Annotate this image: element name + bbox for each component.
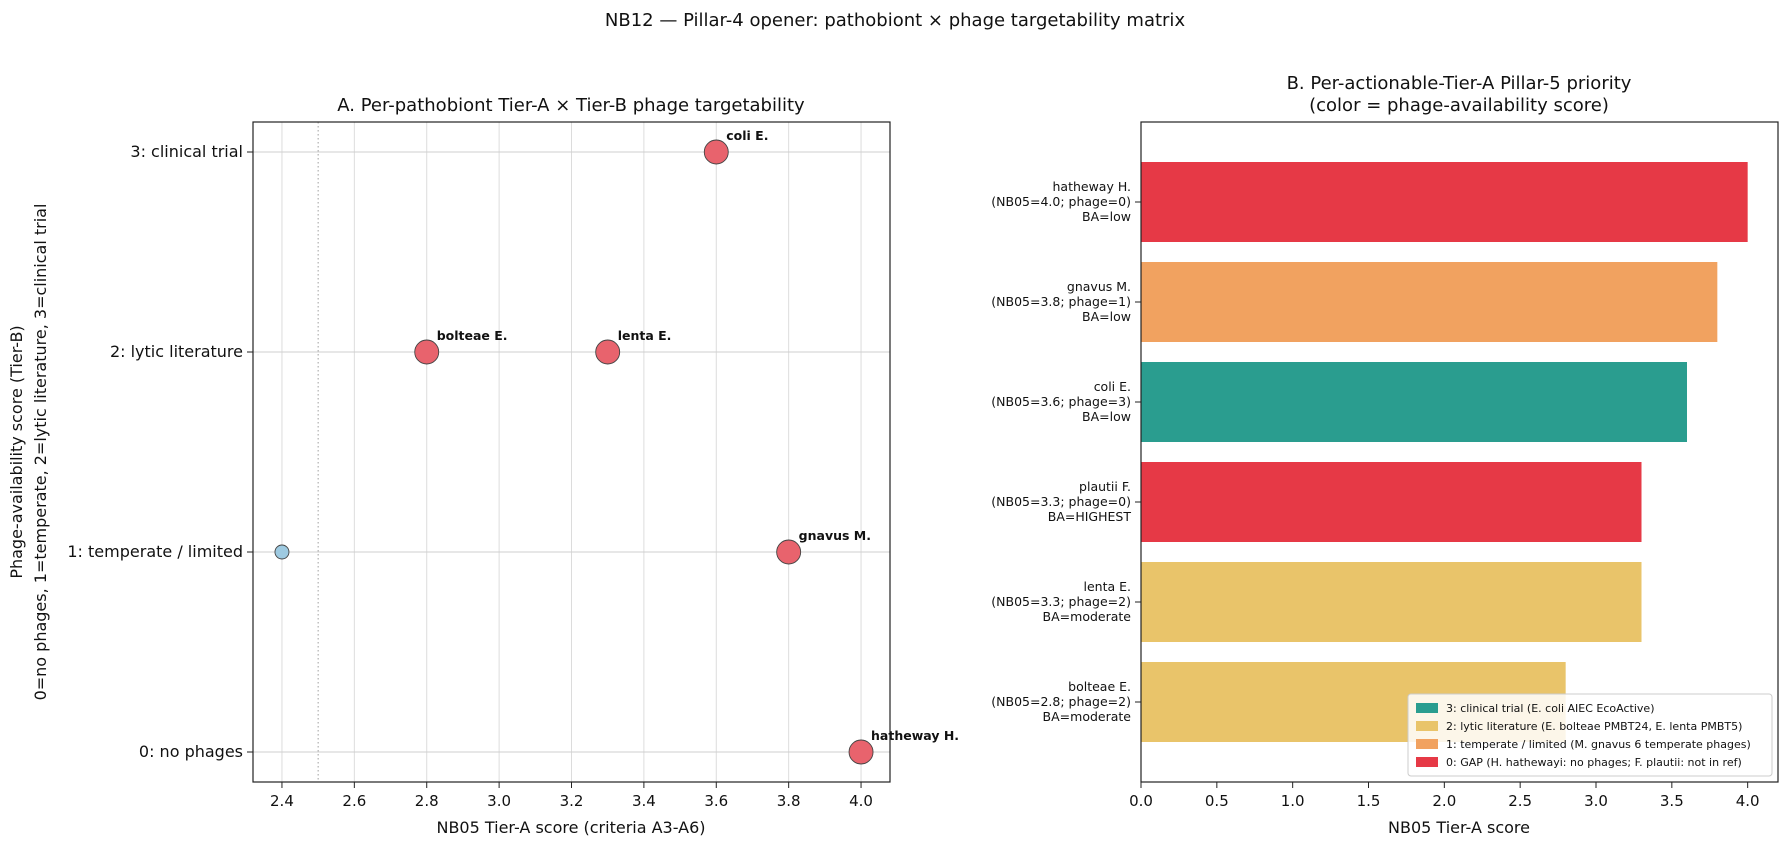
panel-b-category-label: BA=low	[1082, 209, 1131, 224]
panel-b-xtick-label: 3.5	[1660, 792, 1684, 810]
panel-b-legend-box	[1407, 693, 1773, 777]
panel-b-legend-swatch	[1416, 703, 1438, 713]
panel-a-point	[414, 339, 440, 365]
panel-b-xtick-label: 2.0	[1432, 792, 1456, 810]
panel-a-xtick-label: 2.6	[342, 792, 366, 810]
panel-a-point-label: coli E.	[726, 128, 768, 143]
panel-a-xtick-label: 3.2	[560, 792, 584, 810]
panel-b-bar	[1141, 462, 1642, 542]
panel-b-bars	[1141, 162, 1748, 742]
panel-b-category-label: hatheway H.	[1052, 179, 1131, 194]
panel-a-xtick-label: 3.0	[487, 792, 511, 810]
panel-b-xtick-label: 3.0	[1584, 792, 1608, 810]
panel-b-title-line1: B. Per-actionable-Tier-A Pillar-5 priori…	[1287, 73, 1632, 94]
panel-a-point	[595, 339, 621, 365]
panel-b-legend-swatch	[1416, 721, 1438, 731]
panel-b-barh: B. Per-actionable-Tier-A Pillar-5 priori…	[991, 73, 1779, 837]
panel-b-ticks: 0.0 0.5 1.0 1.5 2.0 2.5 3.0 3.5 4.0	[1129, 201, 1760, 810]
panel-a-scatter: A. Per-pathobiont Tier-A × Tier-B phage …	[7, 95, 959, 837]
panel-a-points: coli E. bolteae E. lenta E. gnavus M. hathew…	[274, 128, 959, 765]
panel-b-category-label: (NB05=3.3; phage=2)	[991, 594, 1131, 609]
panel-b-category-label: (NB05=3.3; phage=0)	[991, 494, 1131, 509]
panel-b-category-label: lenta E.	[1084, 579, 1132, 594]
panel-a-xtick-label: 3.8	[777, 792, 801, 810]
panel-b-bar	[1141, 562, 1642, 642]
panel-b-xtick-label: 2.5	[1508, 792, 1532, 810]
panel-a-title: A. Per-pathobiont Tier-A × Tier-B phage …	[337, 95, 805, 116]
panel-b-category-label: plautii F.	[1079, 479, 1131, 494]
panel-a-point	[848, 739, 874, 765]
panel-b-bar	[1141, 362, 1687, 442]
panel-b-xtick-label: 0.5	[1205, 792, 1229, 810]
panel-a-ticks: 2.4 2.6 2.8 3.0 3.2 3.4 3.6 3.8 4.0 0: no phages 1…	[67, 142, 873, 810]
panel-a-point	[776, 539, 802, 565]
panel-a-xtick-label: 3.6	[704, 792, 728, 810]
panel-b-bar	[1141, 162, 1748, 242]
panel-a-point-label: hatheway H.	[871, 728, 959, 743]
panel-b-category-label: gnavus M.	[1067, 279, 1131, 294]
panel-a-point-label: gnavus M.	[799, 528, 871, 543]
panel-b-category-label: coli E.	[1094, 379, 1131, 394]
panel-b-frame	[1140, 121, 1779, 783]
panel-a-ytick-label: 2: lytic literature	[110, 342, 243, 361]
panel-b-legend-swatch	[1416, 739, 1438, 749]
panel-b-bar	[1141, 262, 1718, 342]
panel-b-legend-swatch	[1416, 757, 1438, 767]
panel-a-xtick-label: 2.8	[415, 792, 439, 810]
panel-a-ytick-label: 3: clinical trial	[130, 142, 243, 161]
panel-a-ytick-label: 0: no phages	[139, 742, 243, 761]
panel-a-ylabel-line1: Phage-availability score (Tier-B)	[7, 325, 26, 578]
panel-a-ylabel-line2: 0=no phages, 1=temperate, 2=lytic litera…	[31, 204, 50, 701]
panel-a-grid	[253, 122, 890, 782]
panel-b-xtick-label: 1.5	[1357, 792, 1381, 810]
panel-b-xtick-label: 0.0	[1129, 792, 1153, 810]
panel-b-category-label: (NB05=4.0; phage=0)	[991, 194, 1131, 209]
panel-b-legend: 3: clinical trial (E. coli AIEC EcoActiv…	[1407, 693, 1773, 777]
panel-a-point-label: lenta E.	[618, 328, 672, 343]
panel-b-category-label: BA=moderate	[1043, 709, 1132, 724]
panel-a-point-label: bolteae E.	[437, 328, 508, 343]
panel-b-title-line2: (color = phage-availability score)	[1309, 95, 1609, 116]
panel-b-legend-label: 3: clinical trial (E. coli AIEC EcoActiv…	[1446, 702, 1654, 715]
panel-b-category-label: BA=low	[1082, 409, 1131, 424]
panel-b-legend-label: 1: temperate / limited (M. gnavus 6 temp…	[1446, 738, 1751, 751]
panel-b-category-label: (NB05=2.8; phage=2)	[991, 694, 1131, 709]
panel-b-category-label: BA=low	[1082, 309, 1131, 324]
panel-b-category-label: (NB05=3.6; phage=3)	[991, 394, 1131, 409]
panel-b-category-label: (NB05=3.8; phage=1)	[991, 294, 1131, 309]
panel-a-xtick-label: 2.4	[270, 792, 294, 810]
panel-a-xlabel: NB05 Tier-A score (criteria A3-A6)	[436, 818, 705, 837]
panel-a-xtick-label: 4.0	[849, 792, 873, 810]
panel-b-category-label: bolteae E.	[1068, 679, 1131, 694]
panel-a-ytick-label: 1: temperate / limited	[67, 542, 243, 561]
panel-b-xtick-label: 1.0	[1281, 792, 1305, 810]
panel-a-point	[703, 139, 729, 165]
panel-b-category-labels: hatheway H.(NB05=4.0; phage=0)BA=lowgnav…	[991, 179, 1131, 724]
panel-b-legend-label: 2: lytic literature (E. bolteae PMBT24, …	[1446, 720, 1742, 733]
panel-b-category-label: BA=moderate	[1043, 609, 1132, 624]
panel-b-category-label: BA=HIGHEST	[1048, 509, 1132, 524]
figure-suptitle: NB12 — Pillar-4 opener: pathobiont × pha…	[605, 10, 1186, 31]
panel-b-xtick-label: 4.0	[1736, 792, 1760, 810]
panel-b-xlabel: NB05 Tier-A score	[1388, 818, 1530, 837]
panel-b-legend-label: 0: GAP (H. hathewayi: no phages; F. plau…	[1446, 756, 1742, 769]
panel-a-point	[274, 544, 290, 560]
panel-a-xtick-label: 3.4	[632, 792, 656, 810]
